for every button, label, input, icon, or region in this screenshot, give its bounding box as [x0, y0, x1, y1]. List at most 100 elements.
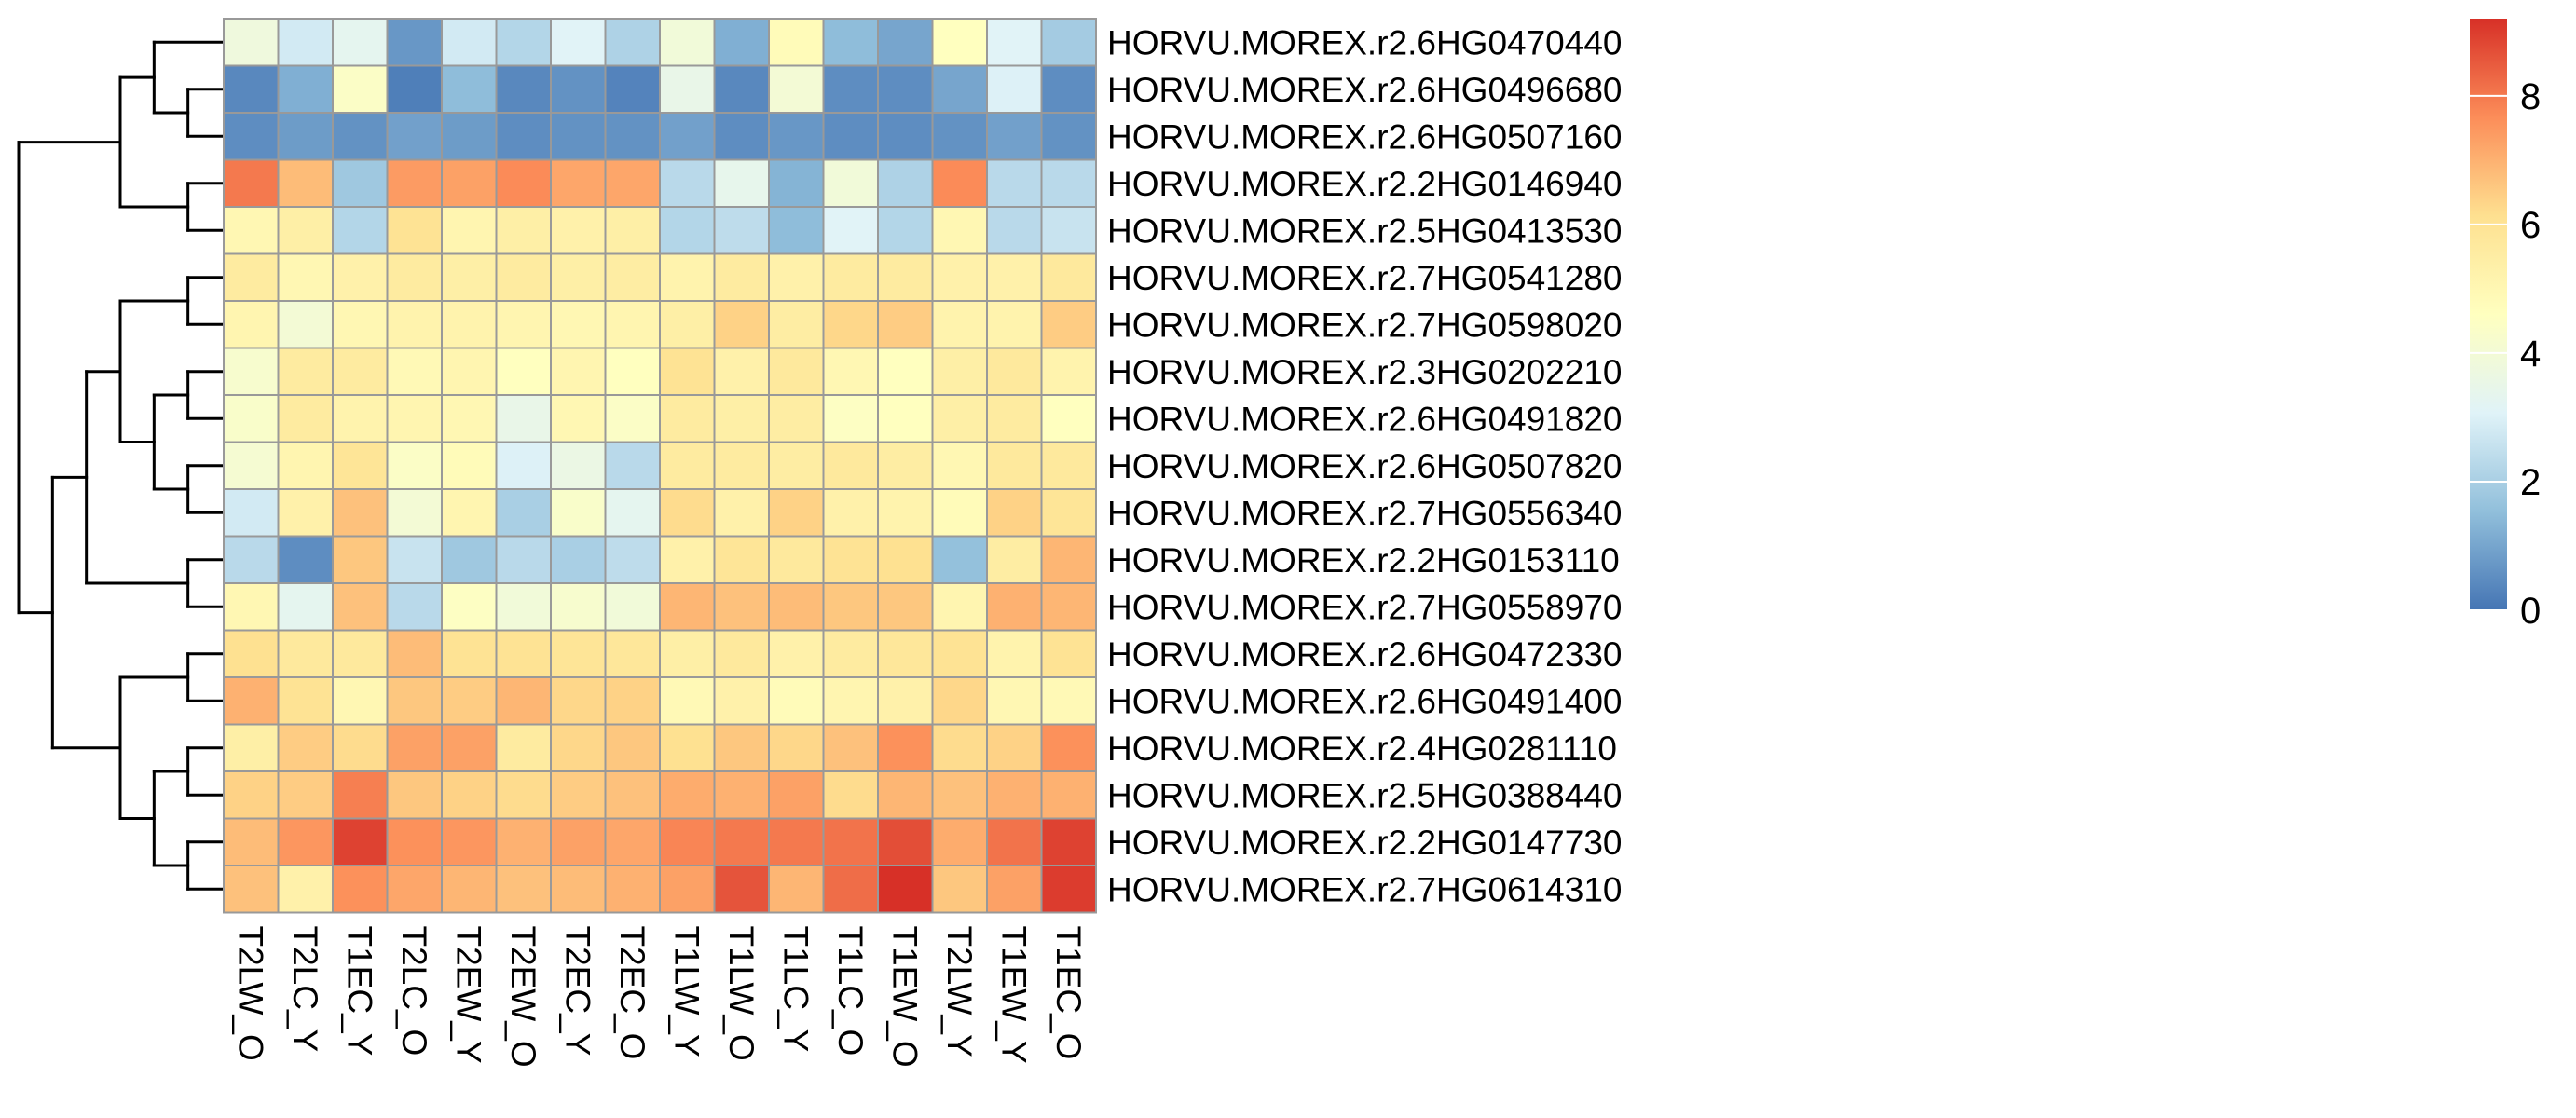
heatmap-cell — [986, 582, 1043, 632]
heatmap-cell — [659, 300, 716, 349]
heatmap-cell — [550, 582, 607, 632]
colorbar-tick-label: 6 — [2520, 205, 2541, 246]
heatmap-cell — [550, 629, 607, 678]
heatmap-cell — [713, 676, 770, 726]
heatmap-cell — [1040, 112, 1097, 161]
heatmap-cell — [713, 817, 770, 866]
heatmap-cell — [931, 394, 988, 443]
heatmap-cell — [931, 582, 988, 632]
heatmap-cell — [277, 676, 334, 726]
heatmap-cell — [550, 300, 607, 349]
heatmap-cell — [441, 158, 498, 208]
heatmap-cell — [495, 300, 552, 349]
heatmap-cell — [713, 18, 770, 67]
heatmap-cell — [604, 18, 661, 67]
heatmap-cell — [386, 817, 443, 866]
heatmap-cell — [441, 394, 498, 443]
heatmap-cell — [713, 441, 770, 490]
heatmap-cell — [713, 770, 770, 820]
heatmap-cell — [223, 488, 280, 538]
heatmap-cell — [604, 629, 661, 678]
heatmap-cell — [277, 252, 334, 302]
heatmap-cell — [604, 817, 661, 866]
heatmap-cell — [768, 723, 825, 772]
heatmap-cell — [822, 64, 879, 114]
heatmap-cell — [659, 64, 716, 114]
heatmap-cell — [986, 488, 1043, 538]
heatmap-cell — [931, 723, 988, 772]
heatmap-cell — [550, 770, 607, 820]
heatmap-cell — [931, 252, 988, 302]
heatmap-cell — [877, 582, 934, 632]
row-label: HORVU.MOREX.r2.6HG0491400 — [1107, 682, 1623, 720]
heatmap-cell — [604, 252, 661, 302]
heatmap-cell — [604, 865, 661, 914]
heatmap-cell — [223, 300, 280, 349]
heatmap-cell — [877, 347, 934, 396]
heatmap-cell — [604, 64, 661, 114]
column-label: T1EC_O — [1049, 926, 1088, 1060]
heatmap-cell — [877, 18, 934, 67]
heatmap-cell — [713, 206, 770, 255]
heatmap-cell — [223, 535, 280, 584]
heatmap-cell — [877, 817, 934, 866]
heatmap-cell — [1040, 394, 1097, 443]
heatmap-cell — [332, 441, 389, 490]
heatmap-cell — [332, 723, 389, 772]
heatmap-cell — [223, 18, 280, 67]
heatmap-cell — [495, 488, 552, 538]
heatmap-cell — [223, 441, 280, 490]
heatmap-cell — [768, 488, 825, 538]
heatmap-cell — [822, 770, 879, 820]
heatmap-cell — [223, 817, 280, 866]
heatmap-cell — [332, 347, 389, 396]
heatmap-cell — [1040, 865, 1097, 914]
heatmap-cell — [768, 64, 825, 114]
row-labels: HORVU.MOREX.r2.6HG0470440 HORVU.MOREX.r2.… — [1107, 23, 1623, 908]
heatmap-cell — [877, 158, 934, 208]
heatmap-cell — [1040, 723, 1097, 772]
heatmap-cell — [277, 770, 334, 820]
column-label: T2LW_O — [231, 926, 269, 1061]
heatmap-cell — [332, 535, 389, 584]
heatmap-cell — [1040, 158, 1097, 208]
heatmap-cell — [223, 112, 280, 161]
heatmap-cell — [931, 18, 988, 67]
heatmap-cell — [441, 64, 498, 114]
heatmap-cell — [386, 629, 443, 678]
heatmap-cell — [713, 112, 770, 161]
heatmap-cell — [604, 535, 661, 584]
heatmap-cell — [659, 18, 716, 67]
heatmap-cell — [604, 723, 661, 772]
heatmap-cell — [495, 347, 552, 396]
heatmap-cell — [986, 394, 1043, 443]
heatmap-cell — [550, 817, 607, 866]
heatmap-cell — [550, 206, 607, 255]
column-label: T2LW_Y — [940, 926, 979, 1057]
heatmap-cell — [877, 770, 934, 820]
heatmap-cell — [1040, 629, 1097, 678]
heatmap-cell — [277, 629, 334, 678]
heatmap-cell — [986, 629, 1043, 678]
heatmap-cell — [986, 252, 1043, 302]
heatmap-cell — [277, 206, 334, 255]
heatmap-cell — [986, 64, 1043, 114]
heatmap-cell — [1040, 770, 1097, 820]
heatmap-cell — [441, 206, 498, 255]
heatmap-cell — [386, 488, 443, 538]
heatmap-cell — [277, 394, 334, 443]
heatmap-cell — [223, 865, 280, 914]
heatmap-cell — [659, 535, 716, 584]
row-label: HORVU.MOREX.r2.4HG0281110 — [1107, 729, 1617, 768]
heatmap-cell — [441, 18, 498, 67]
column-label: T1LW_Y — [667, 926, 706, 1057]
heatmap-cell — [277, 535, 334, 584]
heatmap-cell — [332, 582, 389, 632]
heatmap-cell — [659, 158, 716, 208]
heatmap-cell — [495, 18, 552, 67]
heatmap-cell — [822, 441, 879, 490]
row-label: HORVU.MOREX.r2.6HG0470440 — [1107, 23, 1623, 61]
heatmap-cell — [550, 64, 607, 114]
heatmap-cell — [931, 112, 988, 161]
heatmap-cell — [1040, 18, 1097, 67]
